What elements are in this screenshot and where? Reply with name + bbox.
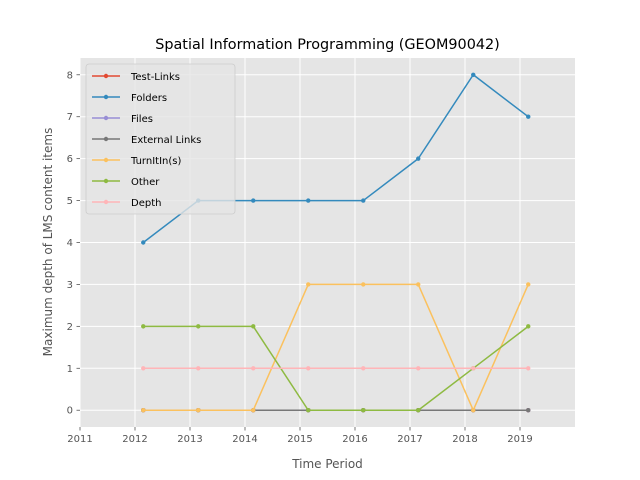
- legend-marker-other: [103, 178, 109, 184]
- legend-marker-files: [103, 115, 109, 121]
- x-tick-label: 2019: [507, 434, 532, 445]
- legend-label-folders: Folders: [131, 93, 167, 104]
- y-axis-title: Maximum depth of LMS content items: [41, 128, 55, 357]
- x-tick-label: 2017: [397, 434, 422, 445]
- data-point-turnitin-s: [471, 408, 476, 413]
- legend-label-external-links: External Links: [131, 135, 201, 146]
- data-point-folders: [526, 114, 531, 119]
- y-tick-label: 5: [67, 196, 73, 207]
- data-point-depth: [361, 366, 366, 371]
- y-tick-label: 8: [67, 70, 73, 81]
- data-point-turnitin-s: [526, 282, 531, 287]
- legend-box: [85, 63, 236, 215]
- x-axis-title: Time Period: [291, 457, 363, 471]
- legend-label-turnitin-s: TurnItIn(s): [130, 156, 181, 167]
- data-point-folders: [471, 72, 476, 77]
- x-tick-label: 2016: [342, 434, 367, 445]
- data-point-depth: [196, 366, 201, 371]
- data-point-other: [416, 408, 421, 413]
- series-line-turnitin-s: [143, 283, 529, 411]
- legend-marker-test-links: [103, 73, 109, 79]
- data-point-folders: [361, 198, 366, 203]
- y-tick-label: 1: [67, 364, 73, 375]
- data-point-other: [306, 408, 311, 413]
- data-point-depth: [526, 366, 531, 371]
- data-point-depth: [306, 366, 311, 371]
- x-tick-label: 2014: [232, 434, 257, 445]
- data-point-other: [196, 324, 201, 329]
- legend-label-depth: Depth: [131, 198, 161, 209]
- tick-labels: 2011 2012 2013 2014 2015 2016 2017 2018 2019 0 1 2 3…: [67, 70, 533, 445]
- data-point-depth: [471, 366, 476, 371]
- y-tick-label: 6: [67, 154, 73, 165]
- data-point-depth: [141, 366, 146, 371]
- legend-marker-depth: [103, 199, 109, 205]
- data-point-other: [251, 324, 256, 329]
- y-tick-label: 4: [67, 238, 73, 249]
- data-point-external-links: [526, 408, 531, 413]
- chart-title: Spatial Information Programming (GEOM900…: [155, 37, 500, 53]
- series-depth: [141, 366, 531, 371]
- y-tick-label: 3: [67, 280, 73, 291]
- x-tick-label: 2011: [67, 434, 92, 445]
- data-point-other: [141, 324, 146, 329]
- data-point-turnitin-s: [196, 408, 201, 413]
- data-point-turnitin-s: [251, 408, 256, 413]
- legend-marker-external-links: [103, 136, 109, 142]
- x-tick-label: 2012: [122, 434, 147, 445]
- data-point-folders: [141, 240, 146, 245]
- x-tick-label: 2013: [177, 434, 202, 445]
- y-tick-label: 0: [67, 406, 73, 417]
- legend: Test-Links Folders Files External Links Turn…: [85, 63, 236, 215]
- series-lines: [141, 72, 531, 413]
- data-point-depth: [416, 366, 421, 371]
- legend-label-other: Other: [131, 177, 160, 188]
- data-point-folders: [416, 156, 421, 161]
- data-point-folders: [306, 198, 311, 203]
- data-point-other: [361, 408, 366, 413]
- x-tick-label: 2015: [287, 434, 312, 445]
- data-point-folders: [251, 198, 256, 203]
- data-point-other: [526, 324, 531, 329]
- series-turnitin-s: [141, 282, 531, 413]
- legend-label-test-links: Test-Links: [130, 72, 180, 83]
- x-tick-label: 2018: [452, 434, 477, 445]
- data-point-turnitin-s: [306, 282, 311, 287]
- legend-marker-folders: [103, 94, 109, 100]
- data-point-turnitin-s: [141, 408, 146, 413]
- data-point-turnitin-s: [361, 282, 366, 287]
- legend-label-files: Files: [131, 114, 153, 125]
- data-point-depth: [251, 366, 256, 371]
- y-tick-label: 7: [67, 112, 73, 123]
- legend-marker-turnitin-s: [103, 157, 109, 163]
- series-line-other: [143, 325, 529, 411]
- y-tick-label: 2: [67, 322, 73, 333]
- data-point-turnitin-s: [416, 282, 421, 287]
